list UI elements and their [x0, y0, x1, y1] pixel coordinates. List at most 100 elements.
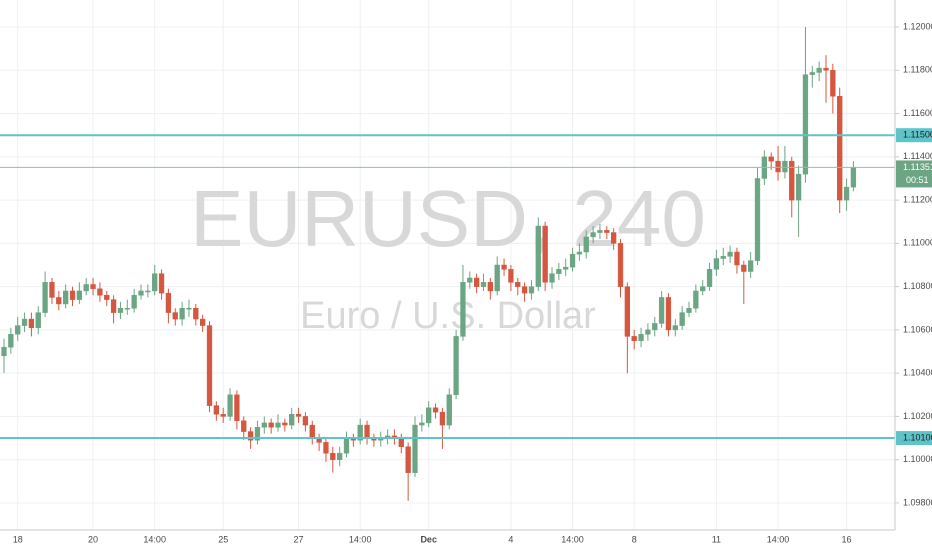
candle-body — [152, 273, 158, 292]
candle-body — [508, 269, 514, 283]
candle-body — [672, 325, 678, 331]
y-tick-label: 1.10200 — [903, 411, 932, 421]
candles — [0, 27, 895, 501]
candle-body — [220, 414, 226, 417]
x-tick-label: 16 — [842, 534, 852, 544]
candle-body — [76, 290, 82, 300]
candle-body — [254, 426, 261, 441]
candle-body — [617, 243, 624, 287]
level-label: 1.11500 — [903, 130, 932, 140]
candle-body — [261, 422, 267, 428]
candle-body — [323, 442, 329, 454]
candle-body — [679, 312, 685, 326]
candle-body — [823, 67, 829, 71]
y-tick-label: 1.10800 — [903, 281, 932, 291]
candle-body — [90, 284, 96, 290]
candle-body — [405, 446, 411, 473]
candle-body — [700, 286, 706, 292]
y-tick-label: 1.10000 — [903, 454, 932, 464]
candle-body — [35, 312, 41, 328]
candle-body — [597, 230, 603, 233]
candle-body — [439, 411, 446, 426]
x-tick-label: 4 — [508, 534, 513, 544]
candle-body — [693, 290, 699, 309]
candle-body — [611, 232, 617, 244]
candle-body — [535, 225, 541, 287]
y-tick-label: 1.11600 — [903, 108, 932, 118]
candle-body — [837, 96, 843, 201]
candle-body — [741, 264, 747, 272]
candle-body — [63, 290, 69, 305]
candle-body — [850, 167, 857, 188]
candle-body — [713, 258, 720, 270]
candle-body — [638, 333, 644, 341]
y-tick-label: 1.09800 — [903, 497, 932, 507]
candle-body — [179, 308, 185, 320]
candle-body — [576, 251, 583, 255]
candle-body — [426, 407, 432, 424]
y-tick-label: 1.11200 — [903, 194, 932, 204]
last-price-box — [896, 160, 932, 188]
y-tick-label: 1.11800 — [903, 65, 932, 75]
candle-body — [569, 253, 576, 268]
x-tick-label: 18 — [13, 534, 23, 544]
candle-body — [720, 256, 726, 259]
candle-body — [302, 416, 309, 426]
candle-body — [131, 295, 137, 309]
x-tick-label: 11 — [712, 534, 721, 544]
axes: 1.12000 1.11800 1.11600 1.11400 1.11200 1.110… — [13, 21, 932, 544]
candle-body — [15, 325, 21, 335]
candle-body — [275, 422, 281, 428]
x-tick-label: 14:00 — [767, 534, 790, 544]
candle-body — [453, 336, 459, 396]
y-tick-label: 1.11400 — [903, 151, 932, 161]
x-tick-label: 25 — [218, 534, 228, 544]
candle-body — [124, 308, 130, 310]
candle-body — [604, 230, 610, 233]
candle-body — [665, 297, 672, 331]
candle-body — [658, 297, 665, 324]
candle-body — [652, 323, 658, 331]
candle-body — [754, 178, 761, 261]
candle-body — [563, 266, 569, 270]
candle-body — [49, 282, 55, 298]
x-tick-label: 14:00 — [561, 534, 584, 544]
candle-body — [398, 437, 404, 447]
candle-body — [802, 74, 809, 175]
candle-body — [460, 282, 466, 337]
candle-body — [686, 308, 692, 313]
candle-body — [645, 329, 651, 335]
candle-body — [494, 264, 500, 292]
candle-body — [117, 308, 124, 313]
candle-body — [234, 394, 240, 422]
candle-body — [487, 282, 494, 292]
last-price-label: 1.11351 — [903, 162, 932, 172]
candle-body — [795, 173, 802, 201]
x-tick-label: 8 — [632, 534, 637, 544]
candle-body — [734, 251, 740, 266]
candle-body — [268, 422, 274, 428]
candle-body — [110, 299, 117, 313]
candle-body — [782, 160, 788, 173]
candle-body — [528, 286, 535, 294]
candle-body — [309, 424, 315, 439]
candle-body — [706, 269, 713, 287]
candle-body — [789, 160, 795, 201]
candle-body — [521, 286, 528, 294]
candle-body — [343, 437, 350, 454]
candle-body — [97, 288, 103, 296]
candle-body — [165, 292, 172, 313]
candle-body — [289, 414, 295, 426]
x-tick-label: 14:00 — [349, 534, 372, 544]
candle-body — [1, 346, 7, 357]
candle-body — [193, 308, 199, 320]
candle-body — [295, 414, 302, 417]
candle-body — [330, 452, 336, 460]
candle-body — [247, 431, 254, 441]
candle-body — [337, 452, 343, 460]
candle-body — [446, 394, 452, 426]
candle-body — [775, 160, 781, 173]
candle-body — [213, 405, 219, 415]
